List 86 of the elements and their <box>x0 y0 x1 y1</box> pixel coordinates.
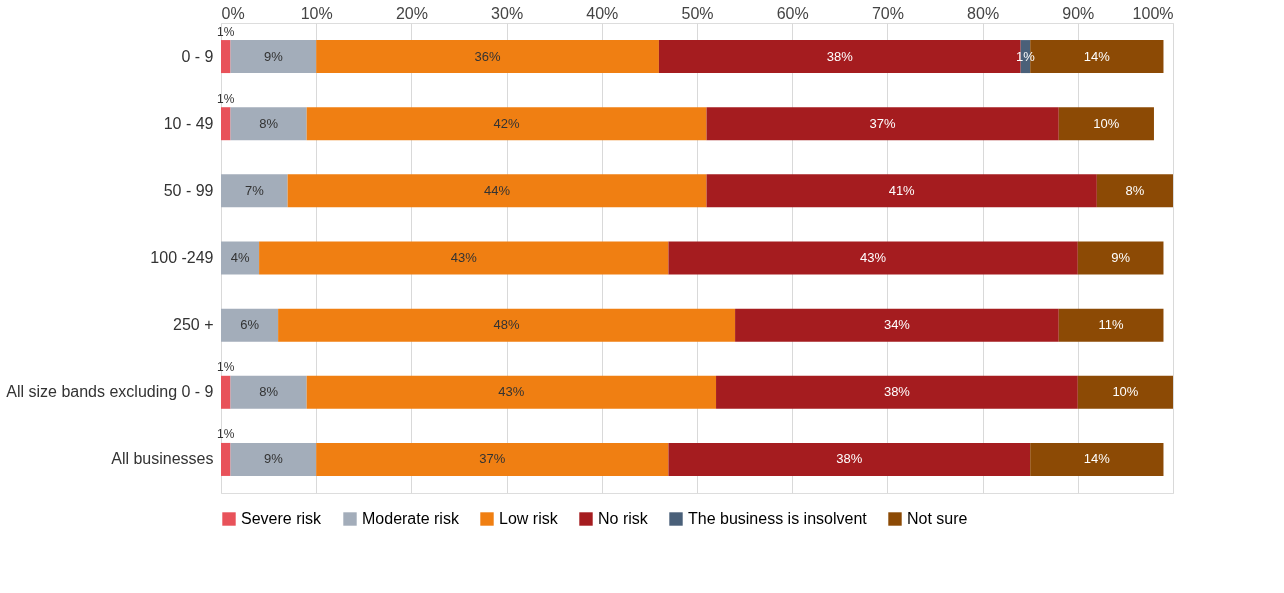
bar <box>230 375 307 409</box>
bar <box>1058 107 1154 141</box>
y-tick-label: 50 - 99 <box>163 181 214 199</box>
bar <box>306 107 707 141</box>
bar <box>221 174 288 208</box>
data-label: 4% <box>230 250 250 265</box>
x-tick-label: 20% <box>395 4 428 22</box>
x-tick-label: 100% <box>1132 4 1174 22</box>
bar <box>230 442 317 476</box>
y-tick-label: 0 - 9 <box>181 47 214 65</box>
data-label: 44% <box>484 182 511 198</box>
bar <box>716 375 1078 409</box>
data-label: 9% <box>263 48 284 64</box>
bar <box>706 174 1097 208</box>
data-label: 41% <box>888 182 916 198</box>
legend-label: No risk <box>598 510 649 527</box>
bar <box>221 375 231 409</box>
x-tick-label: 10% <box>300 4 333 22</box>
bar <box>221 107 231 141</box>
data-label: 8% <box>1125 182 1145 198</box>
y-tick-label: 10 - 49 <box>163 114 214 132</box>
bar <box>316 442 669 476</box>
data-label: 8% <box>259 115 279 131</box>
data-label: 9% <box>1111 250 1131 265</box>
data-label: 14% <box>1083 48 1111 64</box>
data-label: 43% <box>860 250 887 265</box>
legend-label: The business is insolvent <box>688 510 868 527</box>
legend-label: Severe risk <box>241 510 323 527</box>
bar <box>1077 375 1173 409</box>
bar <box>230 107 307 141</box>
x-tick-label: 40% <box>586 4 619 22</box>
bar <box>221 442 231 476</box>
y-tick-label: All businesses <box>111 450 214 468</box>
y-tick-label: 250 + <box>173 316 214 334</box>
bar <box>230 40 317 74</box>
data-label: 11% <box>1098 317 1125 333</box>
data-label: 38% <box>826 48 854 64</box>
x-tick-label: 50% <box>681 4 714 22</box>
x-tick-label: 80% <box>967 4 1000 22</box>
bar <box>1077 241 1164 275</box>
data-label: 37% <box>479 451 506 467</box>
x-tick-label: 30% <box>491 4 524 22</box>
data-label: 38% <box>883 384 911 400</box>
bar <box>1030 442 1164 476</box>
y-tick-label: All size bands excluding 0 - 9 <box>6 383 214 401</box>
x-tick-label: 70% <box>871 4 904 22</box>
bar <box>221 40 231 74</box>
bar <box>221 308 279 342</box>
data-label: 14% <box>1083 451 1111 467</box>
bar <box>278 308 736 342</box>
data-label: 7% <box>244 182 265 198</box>
bar <box>287 174 707 208</box>
data-label: 10% <box>1112 384 1139 400</box>
data-label: 9% <box>263 451 284 467</box>
data-label: 37% <box>869 115 897 131</box>
legend-label: Not sure <box>907 510 968 527</box>
data-label: 6% <box>240 317 260 333</box>
legend-label: Low risk <box>499 510 559 527</box>
data-label: 36% <box>474 48 501 64</box>
bar <box>316 40 659 74</box>
data-label: 1% <box>217 427 235 442</box>
data-label: 43% <box>450 250 478 265</box>
bar <box>668 241 1078 275</box>
bar <box>735 308 1059 342</box>
bar <box>706 107 1059 141</box>
data-label: 1% <box>217 91 235 106</box>
data-label: 10% <box>1093 115 1120 131</box>
bar <box>1058 308 1164 342</box>
bar <box>221 241 260 275</box>
x-tick-label: 0% <box>221 4 245 22</box>
data-label: 38% <box>836 451 863 467</box>
y-tick-label: 100 -249 <box>150 249 214 266</box>
data-label: 43% <box>498 384 525 400</box>
data-label: 34% <box>883 317 911 333</box>
x-tick-label: 90% <box>1062 4 1095 22</box>
data-label: 42% <box>493 115 521 131</box>
data-label: 1% <box>217 24 235 39</box>
bar <box>306 375 717 409</box>
data-label: 48% <box>493 317 521 333</box>
bar <box>259 241 669 275</box>
bar <box>1096 174 1173 208</box>
data-label: 1% <box>217 360 235 375</box>
legend-label: Moderate risk <box>362 510 460 527</box>
data-label: 8% <box>259 384 279 400</box>
x-tick-label: 60% <box>776 4 809 22</box>
bar <box>668 442 1031 476</box>
